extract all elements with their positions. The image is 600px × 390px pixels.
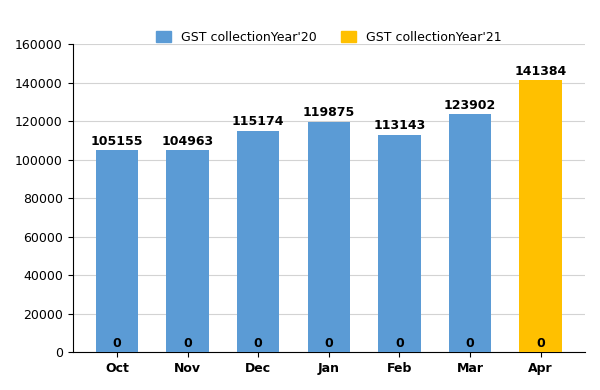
Text: 0: 0 (254, 337, 263, 350)
Text: 0: 0 (536, 337, 545, 350)
Text: 113143: 113143 (373, 119, 425, 132)
Text: 115174: 115174 (232, 115, 284, 128)
Text: 0: 0 (466, 337, 475, 350)
Bar (520, 80, 562, 352)
Bar (96, 150, 138, 352)
Text: 0: 0 (325, 337, 333, 350)
Text: 104963: 104963 (161, 135, 214, 148)
Bar (378, 135, 421, 352)
Legend: GST collectionYear'20, GST collectionYear'21: GST collectionYear'20, GST collectionYea… (151, 26, 507, 49)
Text: 0: 0 (183, 337, 192, 350)
Text: 119875: 119875 (302, 106, 355, 119)
Bar (237, 131, 280, 352)
Bar (308, 122, 350, 352)
Text: 123902: 123902 (444, 99, 496, 112)
Text: 141384: 141384 (514, 65, 566, 78)
Bar (166, 151, 209, 352)
Text: 105155: 105155 (91, 135, 143, 148)
Text: 0: 0 (113, 337, 121, 350)
Text: 0: 0 (395, 337, 404, 350)
Bar (449, 114, 491, 352)
